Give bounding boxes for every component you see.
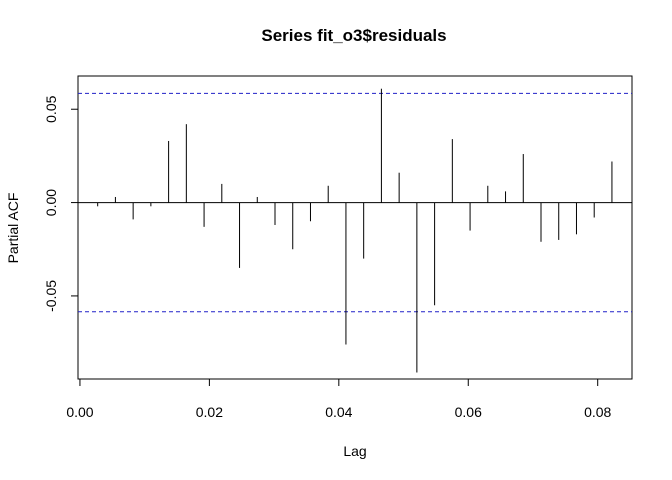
y-axis-label: Partial ACF <box>5 193 21 264</box>
x-tick-label: 0.00 <box>66 404 93 420</box>
confidence-bounds <box>78 92 632 313</box>
y-axis: -0.05 0.00 0.05 <box>43 95 79 312</box>
pacf-bars <box>97 88 613 373</box>
y-tick-label: -0.05 <box>43 280 59 312</box>
x-tick-label: 0.08 <box>584 404 611 420</box>
plot-frame <box>77 75 633 380</box>
x-axis-label: Lag <box>343 443 366 459</box>
x-axis: 0.00 0.02 0.04 0.06 0.08 <box>66 378 612 420</box>
x-tick-label: 0.02 <box>196 404 223 420</box>
chart-title: Series fit_o3$residuals <box>261 26 446 45</box>
y-tick-label: 0.00 <box>43 189 59 216</box>
y-tick-label: 0.05 <box>43 95 59 122</box>
x-tick-label: 0.04 <box>325 404 352 420</box>
x-tick-label: 0.06 <box>455 404 482 420</box>
